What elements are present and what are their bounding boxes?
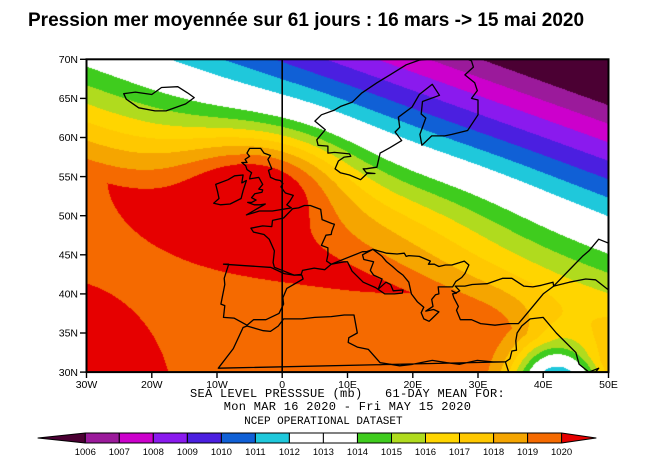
svg-text:1011: 1011 bbox=[245, 447, 265, 458]
svg-text:50N: 50N bbox=[59, 210, 78, 222]
svg-text:1012: 1012 bbox=[279, 447, 300, 458]
svg-text:1009: 1009 bbox=[177, 447, 198, 458]
svg-text:60N: 60N bbox=[59, 132, 78, 144]
svg-text:30N: 30N bbox=[59, 367, 78, 379]
svg-text:NCEP OPERATIONAL DATASET: NCEP OPERATIONAL DATASET bbox=[244, 416, 403, 428]
svg-text:35N: 35N bbox=[59, 328, 78, 340]
svg-text:70N: 70N bbox=[59, 54, 78, 66]
svg-text:1008: 1008 bbox=[143, 447, 164, 458]
svg-text:1010: 1010 bbox=[211, 447, 232, 458]
svg-text:1018: 1018 bbox=[483, 447, 504, 458]
svg-text:1006: 1006 bbox=[75, 447, 96, 458]
svg-text:65N: 65N bbox=[59, 93, 78, 105]
svg-text:40N: 40N bbox=[59, 289, 78, 301]
svg-text:55N: 55N bbox=[59, 171, 78, 183]
svg-text:1014: 1014 bbox=[347, 447, 368, 458]
svg-text:1016: 1016 bbox=[415, 447, 436, 458]
svg-text:1019: 1019 bbox=[517, 447, 538, 458]
svg-text:1013: 1013 bbox=[313, 447, 334, 458]
svg-text:1020: 1020 bbox=[551, 447, 572, 458]
svg-text:1007: 1007 bbox=[109, 447, 130, 458]
svg-text:1017: 1017 bbox=[449, 447, 470, 458]
svg-text:1015: 1015 bbox=[381, 447, 402, 458]
svg-text:45N: 45N bbox=[59, 250, 78, 262]
